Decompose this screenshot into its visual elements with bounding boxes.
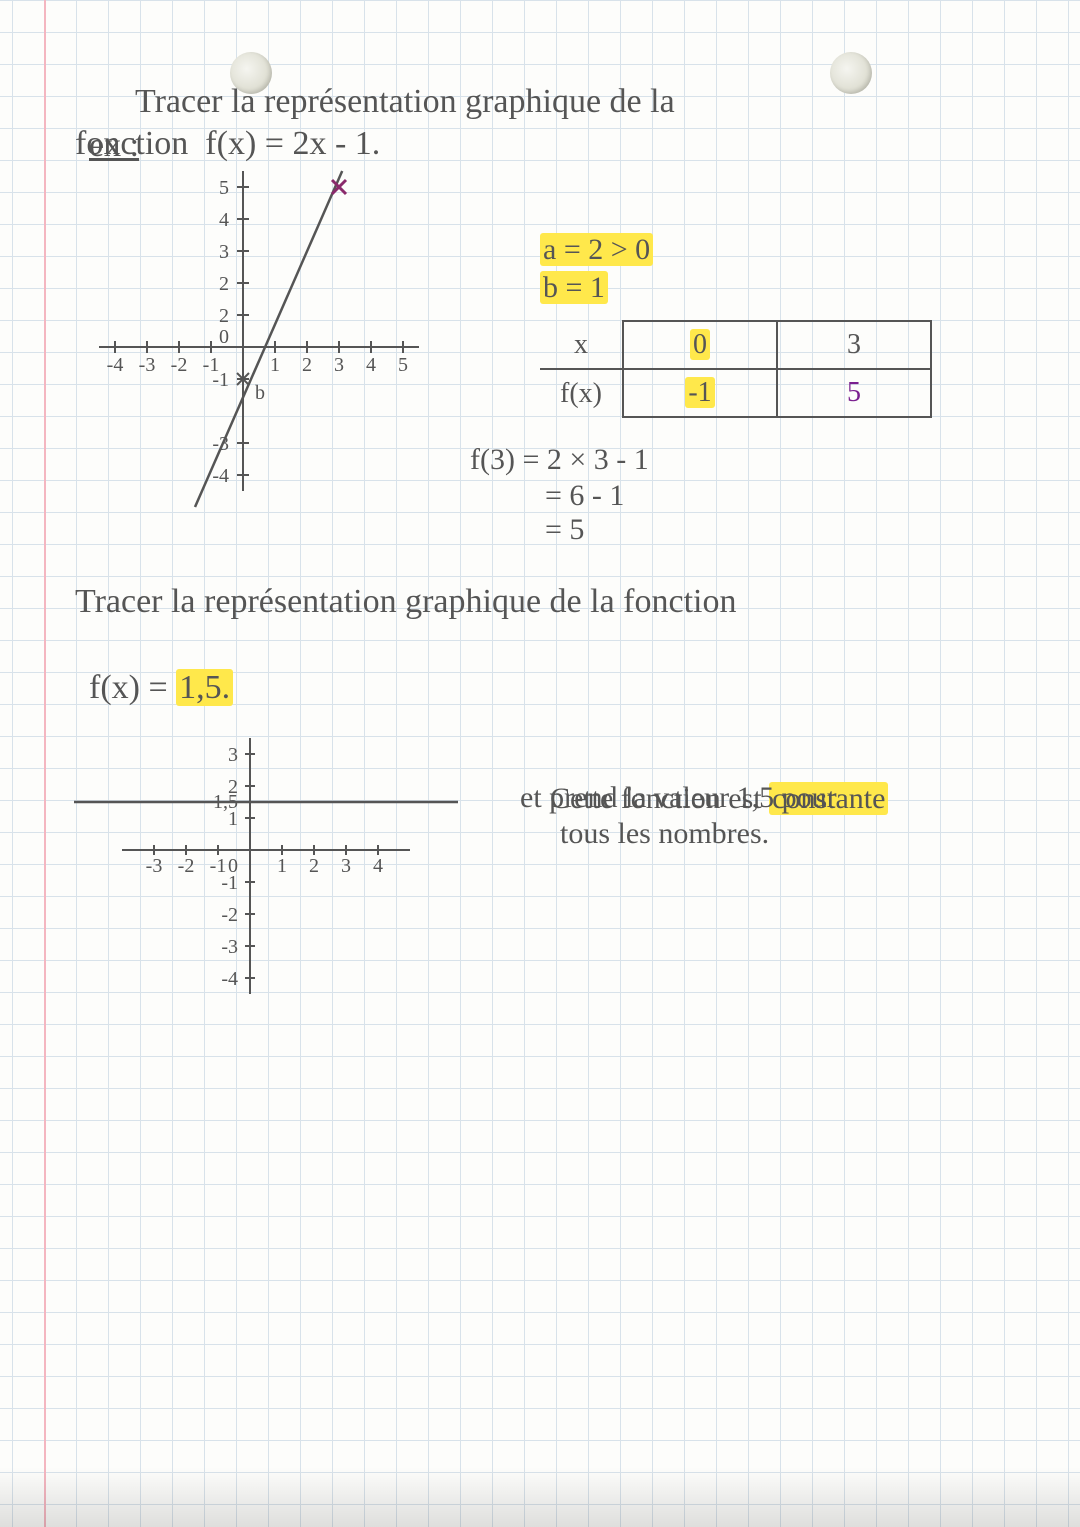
calc-l1: f(3) = 2 × 3 - 1: [470, 440, 649, 479]
bottom-shadow: [0, 1467, 1080, 1527]
ex2-note-l2: et prend la valeur 1,5 pour: [520, 778, 837, 817]
coef-a: a = 2 > 0: [540, 230, 653, 269]
svg-text:-2: -2: [221, 904, 238, 926]
svg-text:2: 2: [309, 855, 319, 877]
value-table: x03f(x)-15: [540, 320, 932, 418]
svg-text:5: 5: [398, 354, 408, 376]
coef-b: b = 1: [540, 268, 608, 307]
calc-l3: = 5: [545, 510, 584, 549]
svg-text:b: b: [255, 382, 265, 404]
page-content: ex : Tracer la représentation graphique …: [0, 0, 1080, 1527]
ex1-title-l1: Tracer la représentation graphique de la: [135, 80, 675, 124]
svg-text:4: 4: [219, 209, 229, 231]
svg-text:-4: -4: [221, 968, 238, 990]
svg-text:-4: -4: [212, 465, 229, 487]
ex2-title-l1: Tracer la représentation graphique de la…: [75, 580, 737, 624]
svg-text:-1: -1: [212, 369, 229, 391]
svg-text:-1: -1: [221, 872, 238, 894]
svg-text:4: 4: [366, 354, 376, 376]
svg-text:3: 3: [228, 744, 238, 766]
svg-text:1: 1: [277, 855, 287, 877]
svg-text:2: 2: [219, 273, 229, 295]
svg-text:1: 1: [270, 354, 280, 376]
svg-text:5: 5: [219, 177, 229, 199]
svg-text:-2: -2: [178, 855, 195, 877]
svg-text:-3: -3: [221, 936, 238, 958]
svg-text:3: 3: [341, 855, 351, 877]
svg-text:-2: -2: [171, 354, 188, 376]
svg-text:4: 4: [373, 855, 383, 877]
chart-ex1: -4-3-2-112345234520-1-3-4b: [50, 150, 500, 580]
svg-text:-3: -3: [139, 354, 156, 376]
svg-text:3: 3: [334, 354, 344, 376]
chart-ex2: -3-2-1123401231,5-1-2-3-4: [50, 670, 510, 1030]
svg-text:2: 2: [302, 354, 312, 376]
svg-text:0: 0: [219, 326, 229, 348]
svg-text:2: 2: [219, 305, 229, 327]
svg-text:3: 3: [219, 241, 229, 263]
svg-text:-3: -3: [146, 855, 163, 877]
svg-text:-4: -4: [107, 354, 124, 376]
ex2-note-l3: tous les nombres.: [560, 814, 769, 853]
